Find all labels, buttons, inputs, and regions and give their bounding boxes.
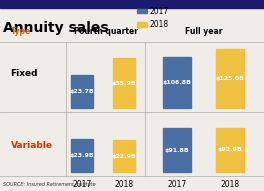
Text: 2017: 2017 bbox=[167, 180, 186, 189]
Bar bbox=[137, 22, 147, 27]
Bar bbox=[163, 57, 191, 108]
Text: 2017: 2017 bbox=[149, 6, 168, 15]
Text: 2017: 2017 bbox=[72, 180, 91, 189]
Bar bbox=[113, 58, 135, 108]
Text: Fixed: Fixed bbox=[11, 69, 38, 78]
Bar bbox=[163, 128, 191, 172]
Bar bbox=[137, 9, 147, 13]
Text: Annuity sales: Annuity sales bbox=[3, 21, 108, 35]
Text: $22.9B: $22.9B bbox=[112, 154, 136, 159]
Bar bbox=[0, 0, 264, 8]
Text: Full year: Full year bbox=[185, 27, 222, 36]
Text: Fourth quarter: Fourth quarter bbox=[74, 27, 138, 36]
Text: 2018: 2018 bbox=[220, 180, 239, 189]
Bar bbox=[216, 49, 243, 108]
Text: $106.8B: $106.8B bbox=[162, 80, 191, 85]
Bar bbox=[71, 139, 93, 172]
Text: Variable: Variable bbox=[11, 141, 53, 150]
Text: $23.9B: $23.9B bbox=[69, 153, 94, 158]
Text: $23.7B: $23.7B bbox=[69, 89, 94, 94]
Text: $91.8B: $91.8B bbox=[164, 148, 189, 153]
Text: 2018: 2018 bbox=[149, 20, 168, 29]
Text: $125.0B: $125.0B bbox=[215, 76, 244, 81]
Bar bbox=[71, 75, 93, 108]
Text: $35.9B: $35.9B bbox=[112, 81, 136, 86]
Text: 2018: 2018 bbox=[115, 180, 134, 189]
Text: Type: Type bbox=[11, 27, 31, 36]
Text: $92.9B: $92.9B bbox=[217, 147, 242, 152]
Bar bbox=[113, 140, 135, 172]
Text: SOURCE: Insured Retirement Institute: SOURCE: Insured Retirement Institute bbox=[3, 182, 95, 187]
Bar bbox=[216, 128, 243, 172]
